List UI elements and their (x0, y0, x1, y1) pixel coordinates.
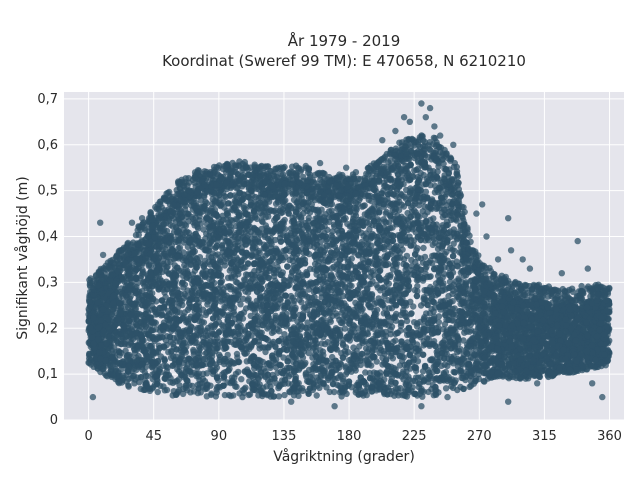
data-point (224, 351, 231, 359)
data-point (221, 391, 229, 399)
data-point (286, 276, 293, 283)
data-points (85, 100, 613, 410)
data-point (442, 385, 450, 392)
data-point (461, 329, 468, 336)
data-point (257, 209, 264, 217)
chart-title-line-1: År 1979 - 2019 (288, 31, 401, 50)
data-point (420, 295, 427, 303)
data-point (277, 362, 285, 369)
data-point (362, 369, 369, 376)
data-point (380, 332, 387, 339)
data-point (200, 226, 207, 233)
data-point (361, 202, 368, 209)
data-point (244, 260, 252, 267)
chart-title-line-2: Koordinat (Sweref 99 TM): E 470658, N 62… (162, 52, 526, 70)
data-point (234, 323, 241, 330)
data-point (470, 380, 477, 387)
data-point (400, 376, 407, 383)
